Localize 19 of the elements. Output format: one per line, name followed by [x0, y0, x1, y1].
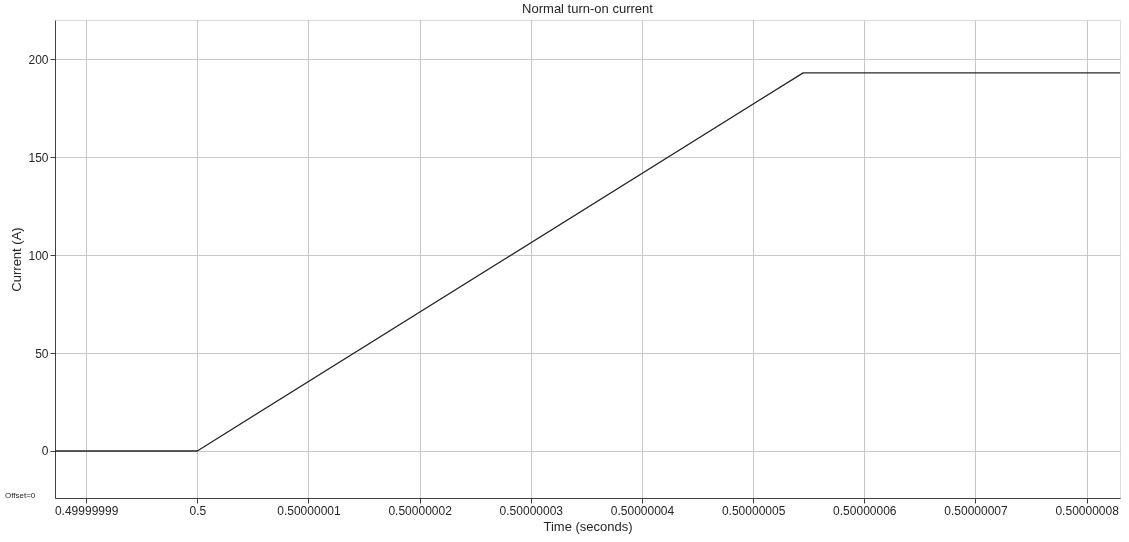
x-tick-label: 0.50000002	[388, 503, 453, 518]
y-tick-label: 0	[41, 444, 49, 459]
y-tick-label: 100	[28, 248, 49, 263]
x-tick-label: 0.50000006	[833, 503, 897, 518]
x-tick-label: 0.49999999	[54, 503, 119, 518]
y-tick-label: 200	[28, 52, 49, 67]
x-tick-label: 0.50000007	[944, 503, 1008, 518]
x-tick-label: 0.50000004	[610, 503, 675, 518]
text: Offset=0	[5, 491, 36, 500]
x-tick-label: 0.5	[189, 503, 207, 518]
chart-title: Normal turn-on current	[522, 1, 654, 16]
y-axis-title: Current (A)	[9, 227, 25, 292]
y-tick-label: 150	[28, 150, 49, 165]
x-axis-title: Time (seconds)	[543, 518, 633, 534]
x-tick-label: 0.50000008	[1055, 503, 1120, 518]
x-tick-label: 0.50000001	[277, 503, 341, 518]
y-tick-label: 50	[35, 346, 49, 361]
x-tick-label: 0.50000003	[499, 503, 564, 518]
x-tick-label: 0.50000005	[721, 503, 786, 518]
